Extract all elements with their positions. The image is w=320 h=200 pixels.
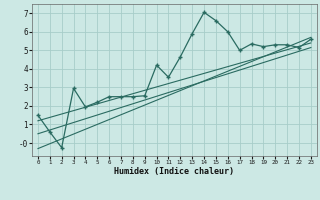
X-axis label: Humidex (Indice chaleur): Humidex (Indice chaleur) (115, 167, 234, 176)
